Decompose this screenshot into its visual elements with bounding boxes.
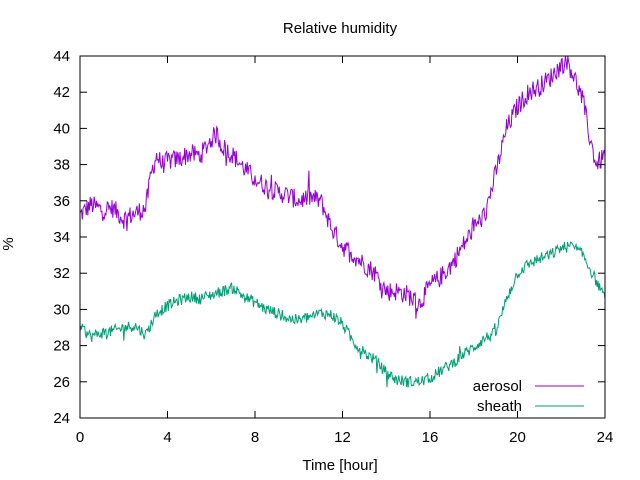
legend: aerosol sheath [473,378,584,415]
y-tick-label: 32 [53,265,70,282]
x-tick-label: 24 [597,429,614,446]
ticks-layer: 0 4 8 12 16 20 24 24 26 28 30 32 34 36 38 40 42 44 [53,48,613,446]
series-line-aerosol [79,55,606,319]
y-tick-label: 36 [53,193,70,210]
x-tick-label: 12 [334,429,351,446]
x-tick-label: 20 [509,429,526,446]
legend-label-aerosol: aerosol [473,378,522,395]
y-tick-label: 26 [53,374,70,391]
series-layer [79,55,606,388]
legend-label-sheath: sheath [477,398,522,415]
y-tick-label: 34 [53,229,70,246]
x-tick-label: 8 [251,429,259,446]
y-tick-label: 28 [53,338,70,355]
x-tick-label: 0 [76,429,84,446]
chart-title: Relative humidity [283,20,398,37]
x-tick-label: 4 [163,429,171,446]
plot-frame [79,55,606,419]
y-tick-label: 42 [53,84,70,101]
x-tick-label: 16 [422,429,439,446]
y-tick-label: 38 [53,157,70,174]
y-tick-label: 24 [53,410,70,427]
series-line-sheath [79,241,606,388]
y-axis-label: % [0,237,17,250]
x-axis-label: Time [hour] [302,457,377,474]
y-tick-label: 30 [53,301,70,318]
y-tick-label: 44 [53,48,70,65]
y-tick-label: 40 [53,120,70,137]
